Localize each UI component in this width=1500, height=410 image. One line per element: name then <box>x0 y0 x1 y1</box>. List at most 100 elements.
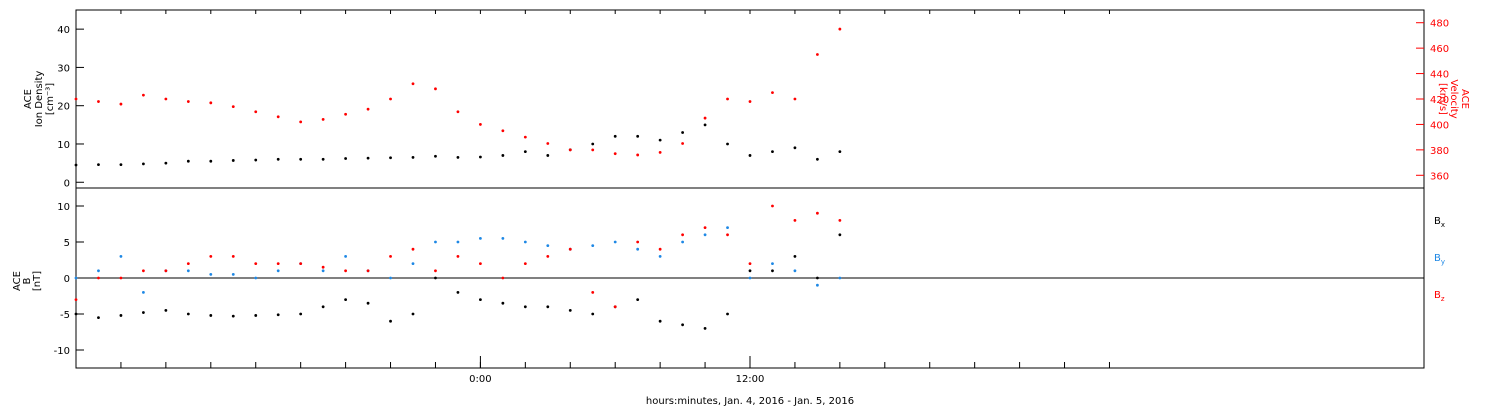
data-point <box>501 301 505 305</box>
data-point <box>434 276 437 280</box>
data-point <box>636 134 640 138</box>
data-point <box>771 91 774 95</box>
data-point <box>456 240 460 244</box>
data-point <box>681 233 684 237</box>
data-point <box>568 247 572 251</box>
data-point <box>591 291 595 294</box>
data-point <box>164 161 168 165</box>
data-point <box>231 255 235 258</box>
data-point <box>479 123 482 126</box>
data-point <box>748 262 752 265</box>
data-point <box>74 163 78 167</box>
velocity-tick-label: 440 <box>1430 70 1449 81</box>
velocity-tick-label: 480 <box>1430 19 1449 30</box>
data-point <box>254 276 258 280</box>
field-tick-label: -5 <box>60 310 70 321</box>
field-axis-title-3: [nT] <box>32 271 43 291</box>
data-point <box>434 240 437 244</box>
data-point <box>501 129 505 133</box>
data-point <box>658 319 662 323</box>
density-tick-label: 20 <box>57 102 70 113</box>
data-point <box>276 313 280 317</box>
data-point <box>816 283 819 287</box>
data-point <box>119 163 123 167</box>
data-point <box>456 291 460 294</box>
data-point <box>411 82 415 86</box>
data-point <box>456 255 460 258</box>
data-point <box>434 87 437 91</box>
field-tick-label: 0 <box>64 274 70 285</box>
data-point <box>97 316 100 319</box>
data-point <box>276 115 280 119</box>
data-point <box>209 273 213 276</box>
data-point <box>389 319 392 323</box>
data-point <box>389 276 392 280</box>
legend-by: By <box>1434 253 1445 266</box>
data-point <box>366 269 370 273</box>
data-point <box>838 27 842 31</box>
legend: Bx By Bz <box>1434 216 1445 303</box>
data-point <box>771 204 774 208</box>
data-point <box>816 157 819 161</box>
data-point <box>568 309 572 312</box>
data-point <box>748 154 752 157</box>
data-point <box>411 247 415 251</box>
data-point <box>479 298 482 301</box>
data-point <box>321 305 325 309</box>
data-point <box>186 269 190 273</box>
density-axis-ticks: 0 10 20 30 40 <box>57 25 84 189</box>
data-point <box>164 309 168 312</box>
data-point <box>74 298 78 301</box>
velocity-tick-label: 380 <box>1430 146 1449 157</box>
data-point <box>658 138 662 142</box>
velocity-axis-title-2: Velocity <box>1448 79 1459 118</box>
data-point <box>231 314 235 318</box>
data-point <box>591 148 595 152</box>
data-point <box>389 97 392 101</box>
data-point <box>636 298 640 301</box>
data-point <box>681 240 684 244</box>
density-axis-title-1: ACE <box>23 89 34 109</box>
legend-bz: Bz <box>1434 290 1445 303</box>
data-point <box>142 269 145 273</box>
data-point <box>97 163 100 167</box>
data-point <box>636 240 640 244</box>
data-point <box>209 101 213 105</box>
data-point <box>119 102 123 106</box>
data-point <box>838 150 842 154</box>
data-point <box>726 142 729 146</box>
data-point <box>726 312 729 316</box>
data-point <box>231 273 235 276</box>
data-point <box>523 240 527 244</box>
data-point <box>209 314 213 317</box>
data-point <box>568 148 572 152</box>
data-point <box>681 142 684 145</box>
data-point <box>523 262 527 265</box>
data-point <box>209 159 213 163</box>
data-point <box>366 156 370 160</box>
velocity-tick-label: 400 <box>1430 120 1449 131</box>
data-point <box>186 100 190 103</box>
data-point <box>186 312 190 316</box>
data-point <box>209 255 213 258</box>
data-point <box>344 269 347 273</box>
data-point <box>546 244 550 248</box>
data-point <box>523 305 527 309</box>
data-point <box>299 120 303 124</box>
data-point <box>771 269 774 273</box>
data-point <box>793 97 797 101</box>
data-point <box>703 327 707 330</box>
data-point <box>613 240 617 244</box>
data-point <box>793 269 797 273</box>
field-points <box>74 204 842 330</box>
data-point <box>793 146 797 150</box>
data-point <box>838 219 842 222</box>
data-point <box>681 323 684 327</box>
density-tick-label: 0 <box>64 178 70 189</box>
data-point <box>613 305 617 309</box>
data-point <box>771 262 774 265</box>
density-velocity-points <box>74 27 842 167</box>
data-point <box>344 255 347 258</box>
data-point <box>748 100 752 103</box>
